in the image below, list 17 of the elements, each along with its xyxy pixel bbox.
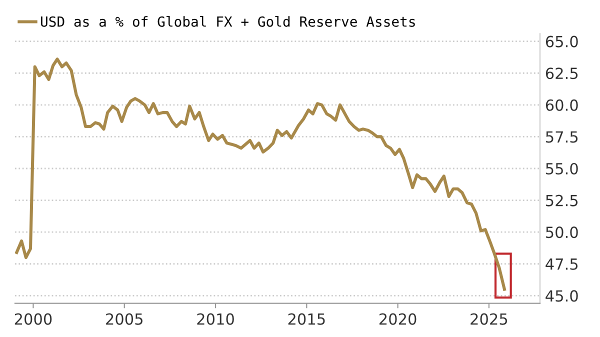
y-tick-label: 55.0 [546,162,578,175]
x-tick-label: 2010 [197,313,234,325]
x-tick-label: 2005 [106,313,142,325]
legend-label: USD as a % of Global FX + Gold Reserve Assets [40,16,415,27]
y-tick-label: 47.5 [546,258,578,270]
x-tick-label: 2015 [288,313,325,325]
y-tick-label: 52.5 [546,194,578,206]
y-tick-label: 65.0 [546,36,578,48]
x-tick-label: 2020 [379,313,416,325]
y-tick-label: 57.5 [546,131,578,143]
y-tick-label: 62.5 [546,68,578,80]
y-tick-label: 60.0 [546,99,578,111]
y-tick-label: 45.0 [546,290,578,302]
x-tick-label: 2025 [470,313,508,325]
x-tick-label: 2000 [14,313,52,325]
y-tick-label: 50.0 [546,226,578,238]
line-series [15,58,506,291]
